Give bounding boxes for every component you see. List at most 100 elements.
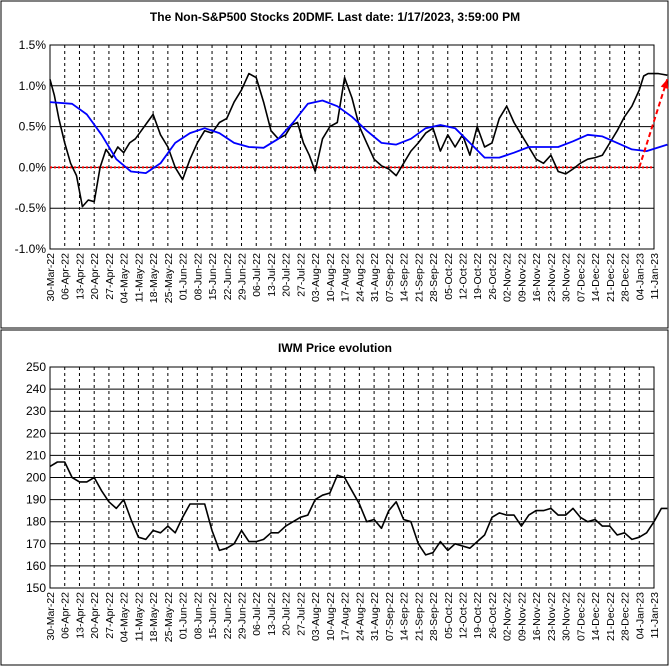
x-tick-label: 18-May-22 bbox=[148, 253, 160, 303]
y-tick-label: 1.5% bbox=[19, 38, 47, 52]
x-tick-label: 27-Apr-22 bbox=[104, 592, 116, 639]
x-tick-label: 28-Dec-22 bbox=[620, 592, 632, 641]
y-tick-label: 210 bbox=[26, 448, 46, 462]
x-tick-label: 05-Oct-22 bbox=[443, 592, 455, 639]
y-tick-label: 0.5% bbox=[19, 120, 47, 134]
y-tick-label: 190 bbox=[26, 493, 46, 507]
x-tick-label: 13-Apr-22 bbox=[74, 253, 86, 300]
x-tick-label: 02-Nov-22 bbox=[502, 592, 514, 641]
x-tick-label: 20-Jul-22 bbox=[281, 592, 293, 636]
y-tick-label: 1.0% bbox=[19, 79, 47, 93]
x-tick-label: 03-Aug-22 bbox=[310, 253, 322, 302]
x-tick-label: 21-Sep-22 bbox=[413, 253, 425, 302]
x-tick-label: 11-Jan-23 bbox=[649, 253, 661, 300]
y-tick-label: 220 bbox=[26, 426, 46, 440]
x-tick-label: 14-Sep-22 bbox=[399, 592, 411, 641]
x-tick-label: 03-Aug-22 bbox=[310, 592, 322, 641]
plot-border bbox=[49, 44, 655, 250]
x-tick-label: 07-Dec-22 bbox=[575, 253, 587, 302]
x-tick-label: 29-Jun-22 bbox=[237, 592, 249, 639]
x-tick-label: 06-Apr-22 bbox=[60, 592, 72, 639]
x-tick-label: 14-Dec-22 bbox=[590, 253, 602, 302]
x-tick-label: 06-Apr-22 bbox=[60, 253, 72, 300]
y-tick-label: 250 bbox=[26, 360, 46, 374]
x-tick-label: 14-Dec-22 bbox=[590, 592, 602, 641]
x-tick-label: 16-Nov-22 bbox=[531, 253, 543, 302]
x-tick-label: 06-Jul-22 bbox=[251, 253, 263, 297]
x-tick-label: 06-Jul-22 bbox=[251, 592, 263, 636]
series-line-0 bbox=[49, 72, 668, 208]
x-tick-label: 31-Aug-22 bbox=[369, 253, 381, 302]
x-tick-label: 13-Apr-22 bbox=[74, 592, 86, 639]
x-tick-label: 16-Nov-22 bbox=[531, 592, 543, 641]
x-tick-label: 18-May-22 bbox=[148, 592, 160, 642]
x-tick-label: 15-Jun-22 bbox=[207, 253, 219, 300]
x-tick-label: 04-May-22 bbox=[119, 253, 131, 303]
series-line-1 bbox=[49, 99, 668, 175]
x-tick-label: 09-Nov-22 bbox=[516, 253, 528, 302]
x-tick-label: 07-Sep-22 bbox=[384, 592, 396, 641]
x-tick-label: 21-Dec-22 bbox=[605, 592, 617, 641]
x-tick-label: 10-Aug-22 bbox=[325, 253, 337, 302]
trend-arrow-head bbox=[660, 79, 669, 90]
x-tick-label: 25-May-22 bbox=[163, 592, 175, 642]
x-tick-label: 07-Dec-22 bbox=[575, 592, 587, 641]
x-tick-label: 29-Jun-22 bbox=[237, 253, 249, 300]
x-tick-label: 08-Jun-22 bbox=[192, 253, 204, 300]
x-tick-label: 17-Aug-22 bbox=[340, 592, 352, 641]
y-tick-label: 150 bbox=[26, 581, 46, 595]
x-tick-label: 15-Jun-22 bbox=[207, 592, 219, 639]
x-tick-label: 23-Nov-22 bbox=[546, 592, 558, 641]
x-tick-label: 13-Jul-22 bbox=[266, 253, 278, 297]
bottom-chart-title: IWM Price evolution bbox=[278, 341, 392, 355]
x-tick-label: 27-Jul-22 bbox=[295, 592, 307, 636]
y-tick-label: 230 bbox=[26, 404, 46, 418]
x-tick-label: 22-Jun-22 bbox=[222, 592, 234, 639]
x-tick-label: 19-Oct-22 bbox=[472, 253, 484, 300]
x-tick-label: 23-Nov-22 bbox=[546, 253, 558, 302]
x-tick-label: 26-Oct-22 bbox=[487, 592, 499, 639]
x-tick-label: 28-Sep-22 bbox=[428, 592, 440, 641]
x-tick-label: 28-Dec-22 bbox=[620, 253, 632, 302]
x-tick-label: 13-Jul-22 bbox=[266, 592, 278, 636]
x-tick-label: 30-Nov-22 bbox=[561, 253, 573, 302]
y-tick-label: 180 bbox=[26, 515, 46, 529]
x-tick-label: 20-Apr-22 bbox=[89, 592, 101, 639]
x-tick-label: 02-Nov-22 bbox=[502, 253, 514, 302]
y-tick-label: -1.0% bbox=[15, 242, 47, 256]
x-tick-label: 31-Aug-22 bbox=[369, 592, 381, 641]
x-tick-label: 20-Jul-22 bbox=[281, 253, 293, 297]
x-tick-label: 30-Nov-22 bbox=[561, 592, 573, 641]
y-tick-label: 240 bbox=[26, 382, 46, 396]
x-tick-label: 24-Aug-22 bbox=[354, 253, 366, 302]
x-tick-label: 22-Jun-22 bbox=[222, 253, 234, 300]
y-tick-label: 200 bbox=[26, 471, 46, 485]
top-plot-area: -1.0% -0.5% 0.0% 0.5% 1.0% 1.5% 30-Mar-22 06-Ap… bbox=[15, 38, 669, 303]
x-tick-label: 04-May-22 bbox=[119, 592, 131, 642]
x-tick-label: 21-Sep-22 bbox=[413, 592, 425, 641]
x-tick-label: 17-Aug-22 bbox=[340, 253, 352, 302]
x-tick-label: 11-Jan-23 bbox=[649, 592, 661, 639]
x-tick-label: 21-Dec-22 bbox=[605, 253, 617, 302]
x-tick-label: 10-Aug-22 bbox=[325, 592, 337, 641]
x-tick-label: 01-Jun-22 bbox=[178, 592, 190, 639]
x-tick-label: 20-Apr-22 bbox=[89, 253, 101, 300]
series-line-0 bbox=[49, 461, 668, 556]
x-tick-label: 08-Jun-22 bbox=[192, 592, 204, 639]
x-tick-label: 04-Jan-23 bbox=[634, 253, 646, 300]
x-tick-label: 12-Oct-22 bbox=[457, 253, 469, 300]
x-tick-label: 30-Mar-22 bbox=[45, 592, 57, 641]
y-tick-label: 0.0% bbox=[19, 160, 47, 174]
x-tick-label: 24-Aug-22 bbox=[354, 592, 366, 641]
x-tick-label: 27-Apr-22 bbox=[104, 253, 116, 300]
top-chart-title: The Non-S&P500 Stocks 20DMF. Last date: … bbox=[150, 10, 520, 24]
x-tick-label: 09-Nov-22 bbox=[516, 592, 528, 641]
y-tick-label: 160 bbox=[26, 559, 46, 573]
x-tick-label: 04-Jan-23 bbox=[634, 592, 646, 639]
x-tick-label: 30-Mar-22 bbox=[45, 253, 57, 302]
y-tick-label: 170 bbox=[26, 537, 46, 551]
y-tick-label: -0.5% bbox=[15, 201, 47, 215]
x-tick-label: 07-Sep-22 bbox=[384, 253, 396, 302]
